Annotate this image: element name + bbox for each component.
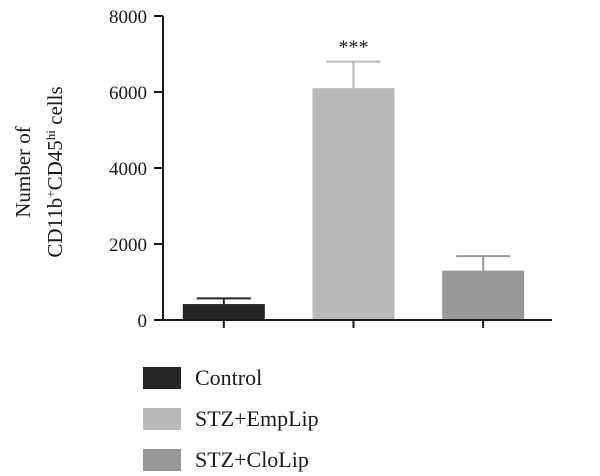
legend-swatch [143, 408, 181, 430]
x-axis [162, 319, 552, 328]
y-axis-title-line2: CD11b+CD45hi cells [43, 86, 68, 257]
y-tick-label: 2000 [109, 235, 147, 256]
error-bars [196, 60, 511, 305]
legend: Control STZ+EmpLip STZ+CloLip [143, 365, 319, 472]
y-axis-title-line1: Number of [11, 126, 35, 218]
y-title-sup-1: + [43, 190, 58, 197]
legend-item: STZ+EmpLip [143, 406, 319, 431]
y-tick-label: 0 [138, 311, 148, 332]
y-tick-labels: 0 2000 4000 6000 8000 [109, 7, 147, 332]
y-title-part-b: CD45 [43, 140, 67, 190]
legend-item: STZ+CloLip [143, 447, 309, 472]
significance-label: *** [339, 37, 369, 59]
legend-label: STZ+CloLip [195, 447, 309, 472]
legend-label: STZ+EmpLip [195, 406, 319, 431]
significance-annotations: *** [339, 37, 369, 59]
legend-swatch [143, 449, 181, 471]
y-title-part-c: cells [43, 86, 67, 130]
y-title-sup-2: hi [43, 130, 58, 141]
y-tick-label: 4000 [109, 159, 147, 180]
y-axis-title: Number of CD11b+CD45hi cells [11, 86, 67, 257]
legend-swatch [143, 367, 181, 389]
bars [182, 88, 525, 320]
legend-label: Control [195, 365, 262, 390]
bar-stz-emplip [312, 88, 395, 320]
y-tick-label: 6000 [109, 83, 147, 104]
bar-stz-clolip [442, 270, 525, 320]
y-title-part-a: CD11b [43, 198, 67, 258]
legend-item: Control [143, 365, 262, 390]
y-axis [154, 15, 164, 321]
y-tick-label: 8000 [109, 7, 147, 28]
bar-control [182, 304, 265, 320]
